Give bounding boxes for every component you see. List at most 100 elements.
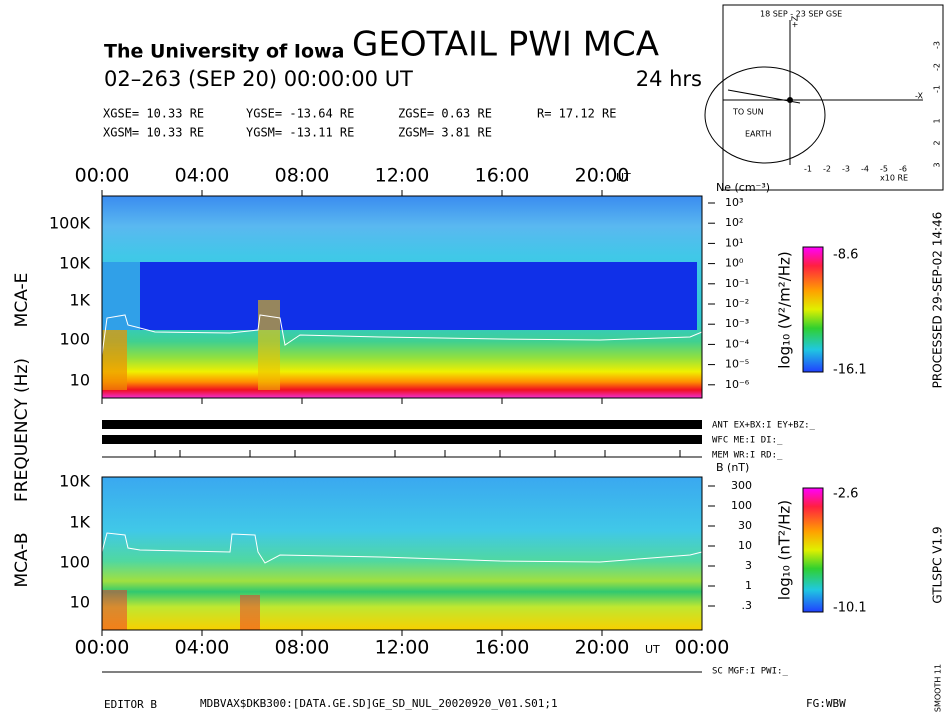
b-tick-label: 10: [738, 539, 752, 552]
orbit-x-tick: -2: [823, 165, 831, 174]
status: ANT EX+BX:I EY+BZ:_: [712, 421, 816, 431]
time-tick-label: 08:00: [275, 165, 330, 187]
orbit-x-tick: -5: [880, 165, 888, 174]
orbit-x-tick: -6: [899, 165, 907, 174]
fg: FG:WBW: [806, 697, 846, 710]
colorbar-e: [802, 246, 824, 373]
time-tick-label: 12:00: [375, 165, 430, 187]
ne-tick-label: 10⁰: [725, 257, 744, 270]
colorbar-label: log₁₀ (nT²/Hz): [776, 500, 794, 600]
status-bar: [102, 420, 702, 429]
ne-tick-label: 10⁻⁵: [725, 358, 749, 371]
orbit-y-tick: -2: [933, 63, 942, 71]
orbit-x-tick: -3: [842, 165, 850, 174]
orbit-earth: EARTH: [745, 130, 771, 139]
colorbar-min: -16.1: [833, 363, 867, 378]
time-tick-label: 00:00: [75, 165, 130, 187]
y-tick-label: 10K: [59, 472, 90, 491]
colorbar-b: [802, 487, 824, 613]
coordinate: ZGSM= 3.81 RE: [398, 126, 492, 140]
coordinate: R= 17.12 RE: [537, 107, 616, 121]
b-tick-label: 3: [745, 559, 752, 572]
colorbar-max: -2.6: [833, 487, 858, 502]
time-tick-label: 00:00: [75, 637, 130, 659]
panel-label: MCA-E: [12, 273, 32, 328]
y-tick-label: 1K: [69, 513, 90, 532]
orbit-x-tick: -4: [861, 165, 869, 174]
time-tick-label: 04:00: [175, 165, 230, 187]
time-unit: UT: [645, 643, 660, 656]
burst: [258, 300, 280, 390]
orbit-y-tick: -1: [933, 85, 942, 93]
band-edge: [102, 262, 140, 330]
y-tick-label: 10K: [59, 254, 90, 273]
coordinate: XGSM= 10.33 RE: [103, 126, 204, 140]
status-bar: [102, 435, 702, 444]
dark-band: [140, 262, 697, 330]
earth: [787, 97, 793, 103]
editor: EDITOR B: [104, 698, 157, 711]
mca-b-spectrogram: [102, 477, 702, 630]
burst: [102, 590, 127, 630]
ne-tick-label: 10⁻³: [725, 317, 749, 330]
processed: PROCESSED 29-SEP-02 14:46: [931, 212, 945, 389]
date: 02–263 (SEP 20) 00:00:00 UT: [104, 67, 413, 91]
colorbar-label: log₁₀ (V²/m²/Hz): [776, 251, 794, 369]
b-label: B (nT): [716, 461, 749, 474]
time-tick-label: 20:00: [575, 637, 630, 659]
orbit-x: -X: [915, 92, 923, 101]
orbit-y-tick: -3: [933, 41, 942, 49]
time-tick-label: 08:00: [275, 637, 330, 659]
burst: [240, 595, 260, 630]
y-tick-label: 1K: [69, 291, 90, 310]
orbit-sun: TO SUN: [732, 108, 764, 117]
b-tick-label: .3: [742, 599, 753, 612]
b-tick-label: 30: [738, 519, 752, 532]
ne-tick-label: 10⁻¹: [725, 277, 749, 290]
axis-label: FREQUENCY (Hz): [12, 358, 32, 502]
duration: 24 hrs: [636, 67, 702, 91]
field-line: [101, 532, 703, 564]
orbit-z: +Z: [791, 15, 800, 28]
ne-tick-label: 10⁻⁶: [725, 378, 750, 391]
panel-label: MCA-B: [12, 533, 32, 588]
coordinate: ZGSE= 0.63 RE: [398, 107, 492, 121]
orbit-x-tick: -1: [804, 165, 812, 174]
ne-tick-label: 10²: [725, 216, 743, 229]
orbit-y-tick: 1: [933, 118, 942, 123]
time-tick-label: 16:00: [475, 165, 530, 187]
time-unit: UT: [616, 171, 631, 184]
electron-line: [101, 314, 703, 356]
y-tick-label: 10: [70, 593, 90, 612]
time-tick-label: 20:00: [575, 165, 630, 187]
status: WFC ME:I DI:_: [712, 436, 783, 446]
colorbar-min: -10.1: [833, 601, 867, 616]
ne-tick-label: 10⁻⁴: [725, 337, 750, 350]
time-tick-label: 12:00: [375, 637, 430, 659]
orbit-y-tick: 2: [933, 140, 942, 145]
colorbar-max: -8.6: [833, 248, 858, 263]
smooth: SMOOTH 11: [934, 664, 943, 712]
orbit-y-tick: 3: [933, 162, 942, 167]
version: GTLSPC V1.9: [931, 526, 945, 603]
y-tick-label: 100: [59, 330, 90, 349]
institution: The University of Iowa: [104, 41, 344, 63]
time-tick-label: 04:00: [175, 637, 230, 659]
ne-tick-label: 10³: [725, 196, 743, 209]
time-tick-label: 16:00: [475, 637, 530, 659]
status: MEM WR:I RD:_: [712, 451, 783, 461]
y-tick-label: 10: [70, 371, 90, 390]
orbit-box: [722, 4, 944, 191]
y-tick-label: 100K: [49, 214, 91, 233]
coordinate: YGSM= -13.11 RE: [246, 126, 354, 140]
b-tick-label: 300: [731, 479, 752, 492]
time-tick-label: 00:00: [675, 637, 730, 659]
orbit-unit: x10 RE: [880, 174, 908, 183]
coordinate: YGSE= -13.64 RE: [246, 107, 354, 121]
orbit: [704, 66, 826, 164]
burst: [102, 330, 127, 390]
coordinate: XGSE= 10.33 RE: [103, 107, 204, 121]
b-tick-label: 1: [745, 579, 752, 592]
